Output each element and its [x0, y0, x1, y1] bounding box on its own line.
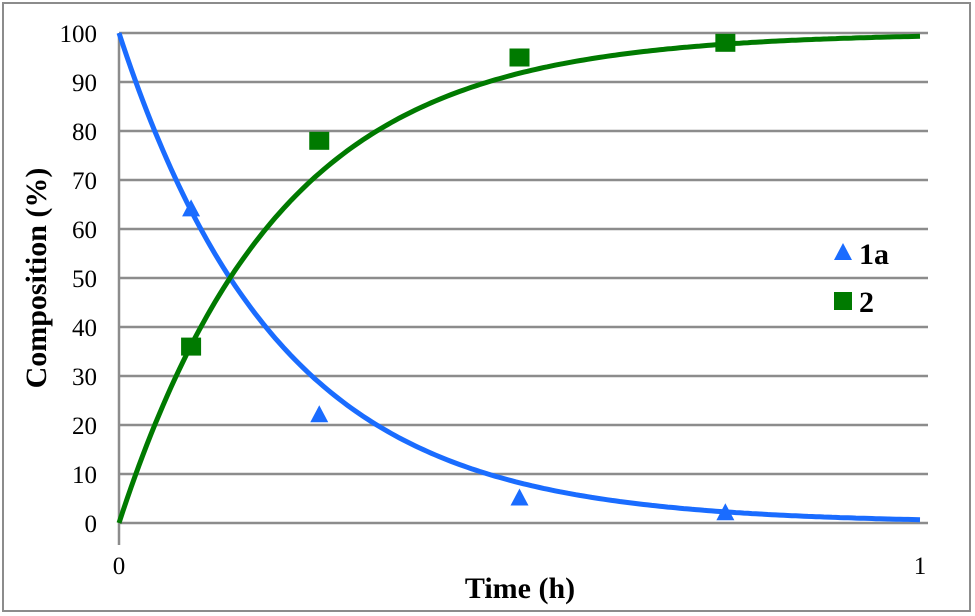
- y-axis-label: Composition (%): [20, 168, 53, 389]
- y-tick-label: 0: [85, 511, 98, 538]
- y-tick-label: 100: [60, 21, 98, 48]
- y-tick-label: 70: [72, 168, 97, 195]
- data-point-square: [715, 33, 736, 52]
- y-tick-label: 60: [72, 217, 97, 244]
- y-tick-label: 80: [72, 119, 97, 146]
- data-point-triangle: [310, 405, 329, 423]
- legend-label-1a: 1a: [859, 238, 889, 271]
- data-point-triangle: [182, 199, 201, 217]
- legend-square-icon: [834, 292, 852, 310]
- legend-triangle-icon: [834, 243, 852, 260]
- data-point-triangle: [510, 488, 529, 506]
- fit-curve-1a: [116, 32, 921, 523]
- data-point-square: [509, 48, 530, 67]
- y-tick-label: 20: [72, 413, 97, 440]
- x-tick-label: 0: [113, 553, 126, 580]
- y-tick-label: 10: [72, 462, 97, 489]
- fit-curve-2: [116, 33, 921, 524]
- y-tick-label: 30: [72, 364, 97, 391]
- y-tick-label: 40: [72, 315, 97, 342]
- x-tick-label: 1: [914, 553, 927, 580]
- legend-label-2: 2: [859, 286, 874, 319]
- data-point-triangle: [716, 503, 735, 521]
- x-axis-label: Time (h): [465, 572, 575, 605]
- y-tick-label: 90: [72, 70, 97, 97]
- data-point-square: [309, 131, 330, 150]
- data-point-square: [181, 337, 202, 356]
- y-tick-label: 50: [72, 266, 97, 293]
